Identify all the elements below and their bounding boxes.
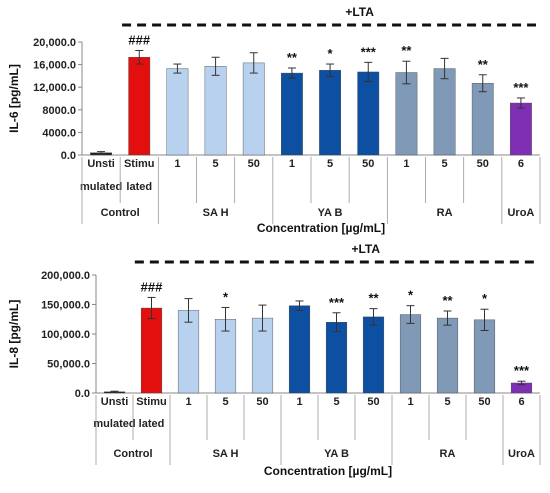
significance-marker: * [408, 288, 414, 303]
category-label: 6 [518, 158, 524, 170]
bar [399, 314, 422, 394]
group-label: Control [113, 448, 152, 460]
category-label: mulated [93, 418, 135, 430]
category-label: 5 [222, 396, 228, 408]
y-tick-label: 4000.0 [42, 127, 76, 139]
significance-marker: ** [442, 293, 453, 308]
category-label: 50 [367, 396, 379, 408]
category-label: 50 [256, 396, 268, 408]
category-label: 5 [444, 396, 450, 408]
category-label: 1 [185, 396, 191, 408]
significance-marker: ** [368, 291, 379, 306]
x-axis-title: Concentration [µg/mL] [264, 464, 392, 478]
category-label: Unsti [101, 396, 129, 408]
category-label: 5 [333, 396, 339, 408]
group-label: RA [440, 448, 456, 460]
significance-marker: * [328, 46, 334, 61]
bar [471, 83, 494, 156]
group-label: SA H [203, 207, 229, 219]
category-label: 1 [289, 158, 295, 170]
treatment-label: +LTA [345, 5, 374, 19]
category-label: lated [139, 418, 165, 430]
category-label: 50 [248, 158, 260, 170]
y-tick-label: 50,000.0 [47, 359, 90, 371]
y-tick-label: 0.0 [61, 150, 76, 162]
category-label: 1 [174, 158, 180, 170]
significance-marker: ** [478, 57, 489, 72]
bar [281, 72, 303, 156]
y-axis-title: IL-6 [pg/mL] [7, 64, 21, 133]
treatment-label: +LTA [351, 242, 380, 256]
category-label: 6 [518, 396, 524, 408]
bar [395, 72, 418, 156]
bar [510, 102, 532, 156]
bar [288, 305, 311, 394]
category-label: 50 [362, 158, 374, 170]
group-label: Control [101, 207, 140, 219]
y-tick-label: 12,000.0 [33, 82, 76, 94]
significance-marker: * [482, 291, 488, 306]
bar [166, 68, 189, 156]
significance-marker: *** [361, 44, 377, 59]
category-label: Unsti [87, 158, 115, 170]
significance-marker: ** [401, 43, 412, 58]
category-label: 1 [407, 396, 413, 408]
group-label: UroA [507, 207, 534, 219]
x-axis-title: Concentration [µg/mL] [257, 221, 385, 235]
significance-marker: ### [128, 32, 150, 47]
y-tick-label: 0.0 [75, 388, 90, 400]
y-tick-label: 150,000.0 [41, 300, 90, 312]
bar [242, 62, 265, 156]
bar [362, 316, 385, 394]
category-label: Stimu [136, 396, 167, 408]
category-label: 1 [296, 396, 302, 408]
significance-marker: *** [329, 295, 345, 310]
y-tick-label: 100,000.0 [41, 329, 90, 341]
bar [140, 307, 163, 394]
significance-marker: *** [514, 363, 530, 378]
significance-marker: ### [141, 279, 163, 294]
category-label: 5 [213, 158, 219, 170]
group-label: YA B [324, 448, 349, 460]
group-label: RA [437, 207, 453, 219]
y-tick-label: 8000.0 [42, 105, 76, 117]
group-label: SA H [213, 448, 239, 460]
category-label: mulated [80, 181, 122, 193]
significance-marker: ** [287, 50, 298, 65]
category-label: 50 [478, 396, 490, 408]
bar [357, 71, 380, 156]
bar [204, 66, 227, 156]
y-tick-label: 16,000.0 [33, 60, 76, 72]
significance-marker: * [223, 289, 229, 304]
y-tick-label: 20,000.0 [33, 37, 76, 49]
category-label: lated [126, 181, 152, 193]
y-tick-label: 200,000.0 [41, 270, 90, 282]
category-label: 50 [477, 158, 489, 170]
bar [319, 70, 341, 156]
category-label: 1 [403, 158, 409, 170]
bar [433, 68, 456, 156]
bar [436, 317, 459, 394]
chart-1: +LTA 0.0 4000.0 8000.0 12,000.0 16,000.0 20,00… [7, 5, 541, 235]
chart-2: +LTA 0.0 50,000.0 100,000.0 150,000.0 200,000… [7, 242, 541, 478]
category-label: 5 [327, 158, 333, 170]
bar [325, 322, 348, 394]
category-label: Stimu [124, 158, 155, 170]
bar [128, 57, 151, 156]
group-label: YA B [318, 207, 343, 219]
y-axis-title: IL-8 [pg/mL] [7, 300, 21, 369]
group-label: UroA [508, 448, 535, 460]
bar [177, 310, 200, 394]
category-label: 5 [442, 158, 448, 170]
significance-marker: *** [513, 80, 529, 95]
